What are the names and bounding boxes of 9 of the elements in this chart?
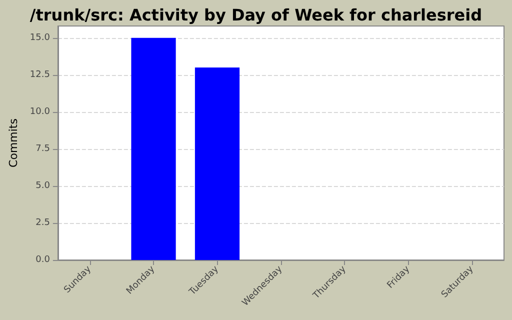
chart-title: /trunk/src: Activity by Day of Week for charlesreid: [30, 6, 482, 24]
y-tick-label: 2.5: [36, 218, 50, 228]
y-tick-label: 0.0: [36, 255, 50, 265]
y-tick-label: 12.5: [30, 70, 50, 80]
y-tick-label: 7.5: [36, 144, 50, 154]
y-axis-title: Commits: [7, 118, 20, 168]
y-tick-label: 10.0: [30, 106, 50, 117]
y-tick-label: 15.0: [30, 32, 50, 43]
y-tick-label: 5.0: [36, 180, 50, 191]
